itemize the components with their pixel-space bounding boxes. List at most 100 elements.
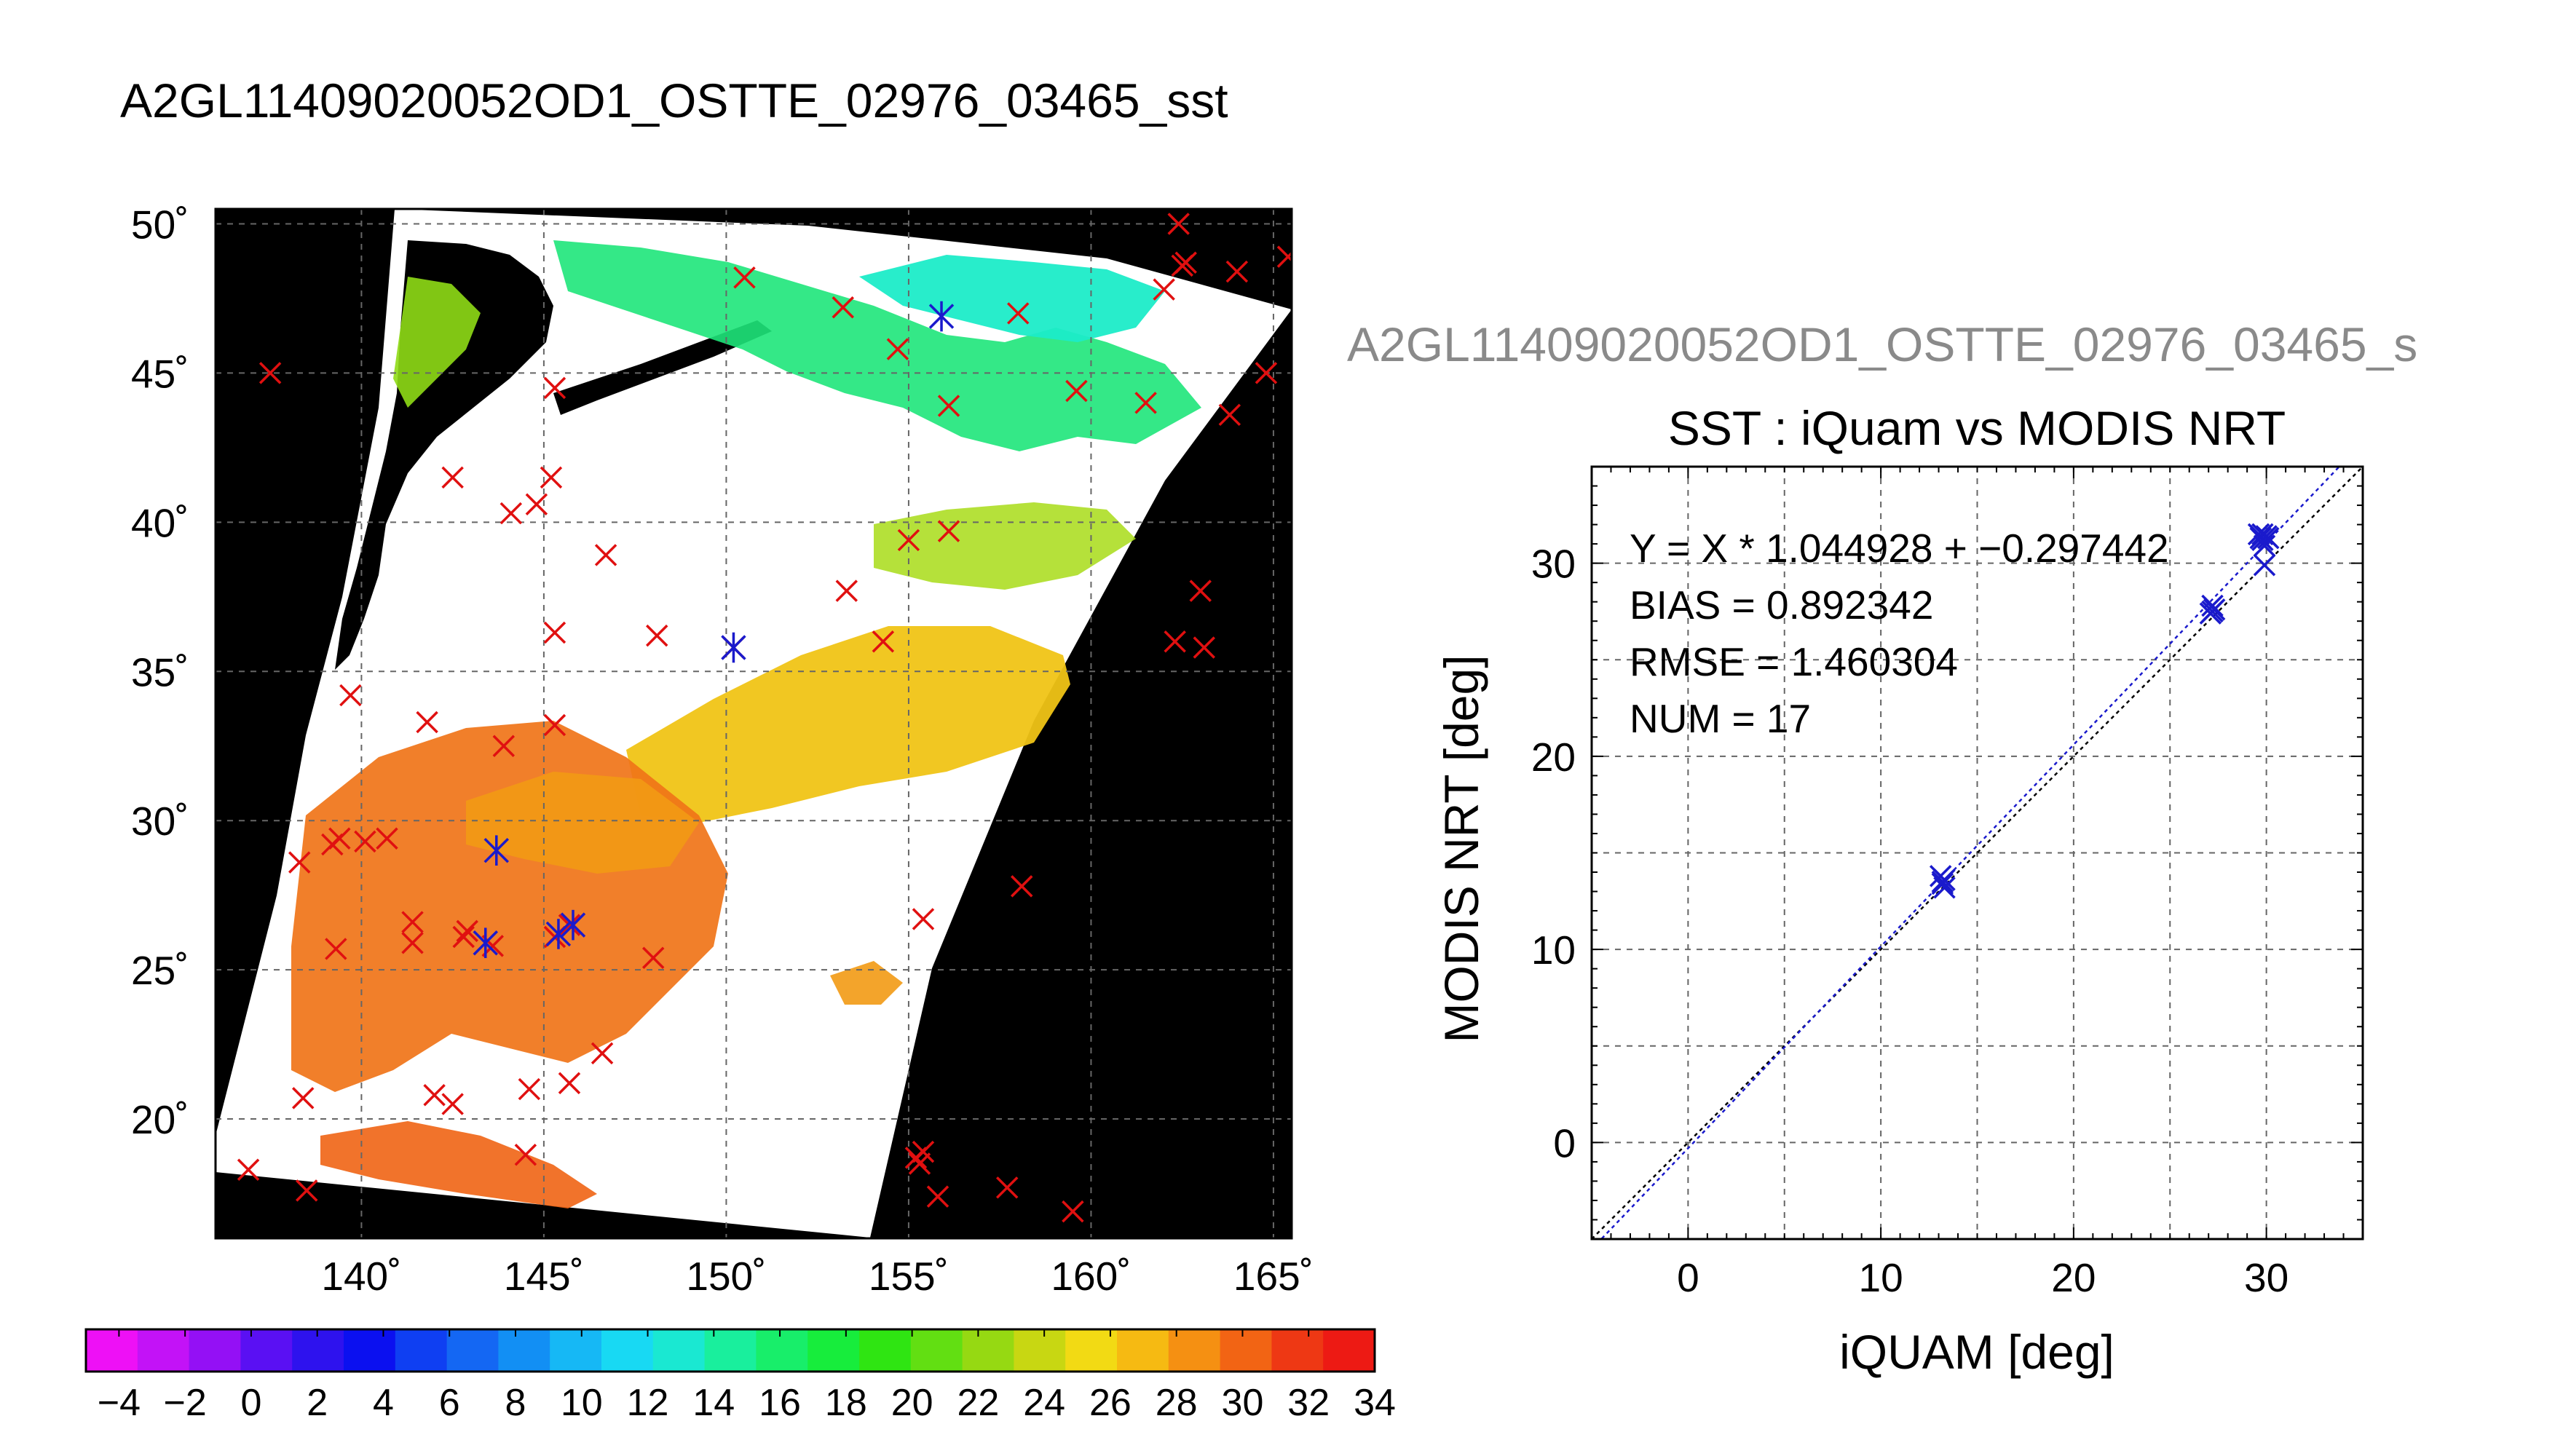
- map-match-x-marker: [733, 266, 756, 289]
- map-match-x-marker: [543, 621, 566, 644]
- bias-text: BIAS = 0.892342: [1630, 582, 1933, 628]
- map-match-x-marker: [594, 544, 617, 566]
- map-lon-label: 165˚: [1233, 1254, 1314, 1299]
- map-match-x-marker: [641, 946, 665, 969]
- colorbar-swatch: [446, 1329, 499, 1372]
- land-japan: [335, 240, 553, 670]
- colorbar-label: 4: [373, 1382, 394, 1424]
- scatter-plot: 0 10 20 30 0 10 20 30: [1531, 465, 2364, 1300]
- colorbar-label: 30: [1222, 1382, 1264, 1424]
- map-lon-label: 150˚: [686, 1254, 766, 1299]
- scatter-point: [1931, 872, 1954, 895]
- map-match-x-marker: [376, 827, 398, 850]
- map-match-x-marker: [1193, 636, 1215, 659]
- map-title: A2GL11409020052OD1_OSTTE_02976_03465_sst: [120, 74, 1228, 127]
- scatter-point: [1933, 877, 1956, 899]
- map-match-x-marker: [401, 911, 424, 933]
- sst-field-mid: [874, 502, 1136, 590]
- map-match-x-marker: [1276, 245, 1292, 268]
- map-match-x-marker: [354, 830, 376, 853]
- colorbar-label: 28: [1156, 1382, 1198, 1424]
- map-match-x-marker: [492, 735, 516, 757]
- map-match-x-marker: [499, 502, 523, 525]
- map-match-x-marker: [1225, 260, 1249, 283]
- sst-field-cyan: [859, 255, 1165, 342]
- scatter-xtick-label: 30: [2244, 1255, 2289, 1300]
- map-match-x-marker: [518, 1077, 541, 1101]
- map-match-star-marker: [928, 301, 955, 332]
- map-match-x-marker: [540, 466, 563, 489]
- map-match-x-marker: [525, 493, 548, 515]
- colorbar-label: 34: [1354, 1382, 1396, 1424]
- map-lon-label: 160˚: [1051, 1254, 1131, 1299]
- map-match-x-marker: [514, 1144, 537, 1166]
- colorbar-swatch: [1065, 1329, 1118, 1372]
- map-lat-label: 20˚: [131, 1097, 189, 1142]
- colorbar-label: 26: [1089, 1382, 1132, 1424]
- colorbar: −4 −2 0 2 4 6 8 10 12 14 16 18 20 22 24 26 28 30 32 34: [84, 1328, 1396, 1424]
- colorbar-swatch: [292, 1329, 344, 1372]
- map-match-x-marker: [416, 711, 438, 734]
- map-match-x-marker: [441, 466, 464, 489]
- map-match-star-marker: [721, 632, 746, 663]
- map-match-x-marker: [339, 684, 362, 707]
- rmse-text: RMSE = 1.460304: [1630, 639, 1958, 684]
- colorbar-swatch: [807, 1329, 860, 1372]
- colorbar-swatch: [240, 1329, 293, 1372]
- map-match-x-marker: [1006, 302, 1030, 325]
- colorbar-swatch: [550, 1329, 602, 1372]
- map-match-x-marker: [1011, 875, 1033, 898]
- map-match-x-marker: [441, 1093, 464, 1115]
- scatter-xtick-label: 0: [1677, 1255, 1699, 1300]
- colorbar-label: 24: [1023, 1382, 1065, 1424]
- colorbar-swatch: [910, 1329, 963, 1372]
- num-text: NUM = 17: [1630, 696, 1811, 741]
- map-match-x-marker: [456, 919, 478, 943]
- colorbar-swatch: [1220, 1329, 1272, 1372]
- map-match-x-marker: [912, 1140, 935, 1163]
- map-match-x-marker: [452, 925, 475, 949]
- colorbar-label: 0: [240, 1382, 261, 1424]
- map-match-x-marker: [1134, 392, 1157, 414]
- map-match-x-marker: [543, 376, 566, 400]
- map-match-x-marker: [835, 579, 858, 602]
- map-match-x-marker: [401, 932, 424, 954]
- map-match-x-marker: [543, 713, 566, 737]
- map-panel: [216, 209, 1292, 1238]
- scatter-point: [2251, 523, 2274, 546]
- map-match-x-marker: [258, 362, 282, 384]
- colorbar-label: 10: [561, 1382, 603, 1424]
- map-match-x-marker: [886, 338, 909, 360]
- sst-field-north: [553, 240, 1201, 451]
- colorbar-label: −2: [164, 1382, 207, 1424]
- sst-field-yellow: [626, 626, 1070, 823]
- map-frame: [214, 207, 1293, 1240]
- scatter-ytick-label: 20: [1531, 735, 1576, 780]
- map-lat-label: 25˚: [131, 948, 189, 993]
- map-match-x-marker: [237, 1158, 260, 1181]
- colorbar-label: 16: [759, 1382, 801, 1424]
- scatter-ytick-label: 0: [1553, 1120, 1576, 1166]
- map-match-x-marker: [937, 520, 960, 542]
- scatter-xlabel: iQUAM [deg]: [1839, 1325, 2114, 1379]
- map-lat-label: 45˚: [131, 351, 189, 396]
- scatter-frame: [1590, 465, 2364, 1241]
- scatter-point: [2253, 554, 2276, 577]
- map-match-x-marker: [288, 851, 311, 874]
- map-match-x-marker: [1255, 362, 1278, 384]
- map-lat-label: 30˚: [131, 799, 189, 844]
- map-match-star-marker: [545, 919, 572, 949]
- scatter-ytick-label: 10: [1531, 927, 1576, 973]
- scatter-ytick-label: 30: [1531, 542, 1576, 587]
- map-match-x-marker: [1167, 213, 1190, 235]
- colorbar-swatch: [498, 1329, 550, 1372]
- colorbar-swatch: [1323, 1329, 1375, 1372]
- colorbar-swatch: [962, 1329, 1014, 1372]
- colorbar-label: 20: [891, 1382, 933, 1424]
- map-match-x-marker: [558, 1072, 581, 1095]
- map-match-x-marker: [423, 1084, 446, 1107]
- scatter-point: [2249, 526, 2272, 550]
- colorbar-swatch: [86, 1329, 138, 1372]
- map-lon-label: 155˚: [869, 1254, 949, 1299]
